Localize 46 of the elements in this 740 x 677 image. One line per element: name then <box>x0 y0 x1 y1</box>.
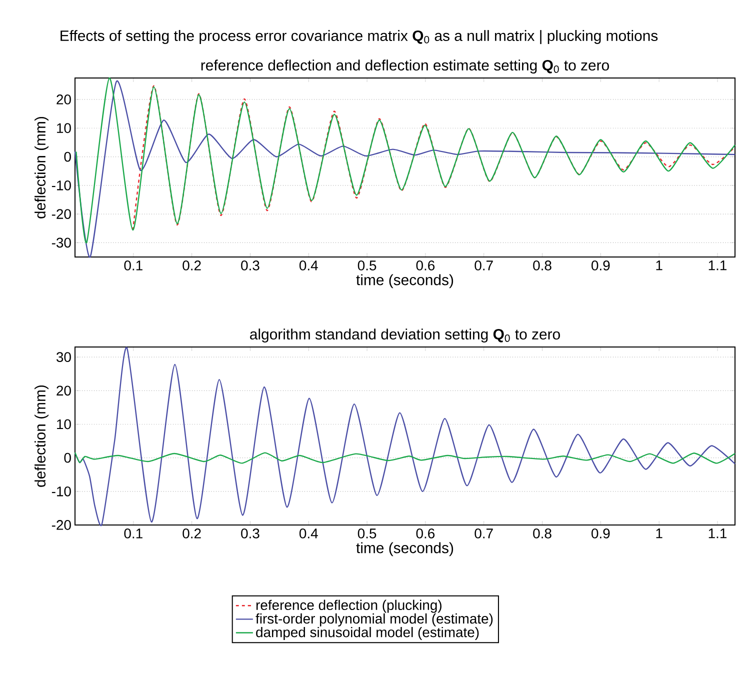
y-tick-label: 0 <box>64 452 71 463</box>
line-series <box>74 452 736 464</box>
x-tick-label: 0.2 <box>182 528 201 538</box>
y-tick-label: 20 <box>56 94 71 104</box>
y-tick-label: 30 <box>56 352 71 362</box>
y-tick-label: 20 <box>56 386 71 396</box>
legend-label: first-order polynomial model (estimate) <box>256 613 493 626</box>
chart-subtitle: reference deflection and deflection estimate setting Q$_{0}$ to zero <box>201 60 609 74</box>
y-tick-label: -30 <box>52 238 71 248</box>
x-tick-label: 0.8 <box>533 528 552 538</box>
x-tick-label: 0.8 <box>533 260 552 270</box>
y-tick-label: -20 <box>52 520 71 530</box>
legend-label: reference deflection (plucking) <box>256 600 442 613</box>
x-tick-label: 0.4 <box>299 260 318 270</box>
y-axis-title: deflection (mm) <box>34 385 48 487</box>
chart-title: Effects of setting the process error covariance matrix Q$_{0}$ as a null matrix | plucking motions <box>60 30 658 44</box>
x-tick-label: 0.1 <box>124 260 142 270</box>
x-tick-label: 1 <box>656 528 662 538</box>
x-tick-label: 0.9 <box>592 528 610 538</box>
x-tick-label: 1 <box>656 260 662 270</box>
y-tick-label: 10 <box>57 419 71 430</box>
x-tick-label: 0.4 <box>299 528 318 538</box>
line-series <box>74 347 736 525</box>
y-tick-label: 0 <box>64 152 71 162</box>
x-tick-label: 0.6 <box>416 528 435 538</box>
x-tick-label: 0.3 <box>241 528 260 538</box>
legend-label: damped sinusoidal model (estimate) <box>256 626 479 640</box>
x-tick-label: 0.2 <box>182 260 201 270</box>
x-tick-label: 0.9 <box>592 260 610 270</box>
y-tick-label: -10 <box>52 180 71 190</box>
x-tick-label: 0.3 <box>241 260 260 270</box>
x-axis-title: time (seconds) <box>356 274 454 288</box>
y-tick-label: 10 <box>57 123 71 134</box>
chart-title: algorithm standand deviation setting Q$_{0}$ to zero <box>250 328 560 342</box>
x-tick-label: 1.1 <box>708 260 726 270</box>
x-tick-label: 0.1 <box>124 528 142 538</box>
x-tick-label: 0.6 <box>416 260 435 270</box>
y-tick-label: -10 <box>52 486 71 496</box>
y-axis-title: deflection (mm) <box>34 116 48 218</box>
x-axis-title: time (seconds) <box>356 542 454 556</box>
y-tick-label: -20 <box>52 209 71 219</box>
x-tick-label: 0.7 <box>474 260 493 270</box>
x-tick-label: 1.1 <box>708 528 726 538</box>
x-tick-label: 0.5 <box>358 528 376 538</box>
x-tick-label: 0.5 <box>358 260 376 270</box>
x-tick-label: 0.7 <box>474 528 493 538</box>
